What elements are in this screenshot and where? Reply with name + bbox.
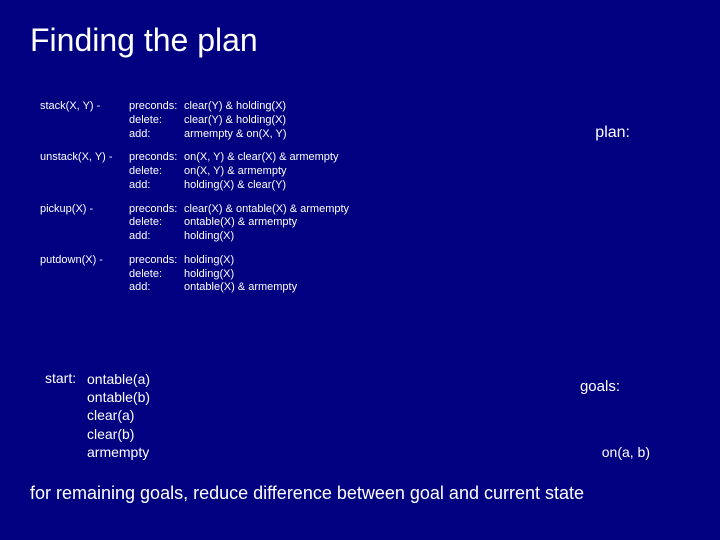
- footer-text: for remaining goals, reduce difference b…: [30, 483, 584, 504]
- op-field-value: ontable(X) & armempty: [184, 281, 297, 295]
- op-field-label: add:: [129, 179, 184, 193]
- op-name: stack(X, Y) -: [40, 100, 129, 114]
- op-field-value: on(X, Y) & clear(X) & armempty: [184, 151, 338, 165]
- op-field-value: clear(Y) & holding(X): [184, 114, 286, 128]
- op-field-value: ontable(X) & armempty: [184, 216, 297, 230]
- start-state: start: ontable(a) ontable(b) clear(a) cl…: [45, 370, 150, 461]
- op-field-label: delete:: [129, 216, 184, 230]
- op-field-label: add:: [129, 128, 184, 142]
- op-field-label: add:: [129, 281, 184, 295]
- op-field-label: preconds:: [129, 151, 184, 165]
- op-field-label: delete:: [129, 114, 184, 128]
- plan-label: plan:: [595, 124, 630, 142]
- op-field-value: holding(X): [184, 254, 234, 268]
- goals-label: goals:: [580, 378, 620, 395]
- op-field-label: preconds:: [129, 254, 184, 268]
- start-item: clear(b): [87, 425, 150, 443]
- op-name: putdown(X) -: [40, 254, 129, 268]
- start-item: clear(a): [87, 406, 150, 424]
- operator-pickup: pickup(X) - preconds: clear(X) & ontable…: [40, 203, 349, 244]
- operator-putdown: putdown(X) - preconds: holding(X) delete…: [40, 254, 349, 295]
- op-field-value: clear(Y) & holding(X): [184, 100, 286, 114]
- operators-block: stack(X, Y) - preconds: clear(Y) & holdi…: [40, 100, 349, 305]
- op-field-value: holding(X): [184, 230, 234, 244]
- operator-unstack: unstack(X, Y) - preconds: on(X, Y) & cle…: [40, 151, 349, 192]
- op-field-value: holding(X): [184, 268, 234, 282]
- start-items: ontable(a) ontable(b) clear(a) clear(b) …: [87, 370, 150, 461]
- op-field-value: holding(X) & clear(Y): [184, 179, 286, 193]
- op-field-label: preconds:: [129, 100, 184, 114]
- operator-stack: stack(X, Y) - preconds: clear(Y) & holdi…: [40, 100, 349, 141]
- op-field-label: preconds:: [129, 203, 184, 217]
- op-field-label: delete:: [129, 165, 184, 179]
- op-field-value: on(X, Y) & armempty: [184, 165, 287, 179]
- slide: Finding the plan stack(X, Y) - preconds:…: [0, 0, 720, 540]
- start-item: armempty: [87, 443, 150, 461]
- goals-item: on(a, b): [602, 444, 650, 460]
- op-field-label: delete:: [129, 268, 184, 282]
- start-item: ontable(b): [87, 388, 150, 406]
- op-name: pickup(X) -: [40, 203, 129, 217]
- start-item: ontable(a): [87, 370, 150, 388]
- page-title: Finding the plan: [30, 22, 258, 59]
- op-field-label: add:: [129, 230, 184, 244]
- op-field-value: clear(X) & ontable(X) & armempty: [184, 203, 349, 217]
- start-label: start:: [45, 370, 87, 461]
- op-field-value: armempty & on(X, Y): [184, 128, 287, 142]
- op-name: unstack(X, Y) -: [40, 151, 129, 165]
